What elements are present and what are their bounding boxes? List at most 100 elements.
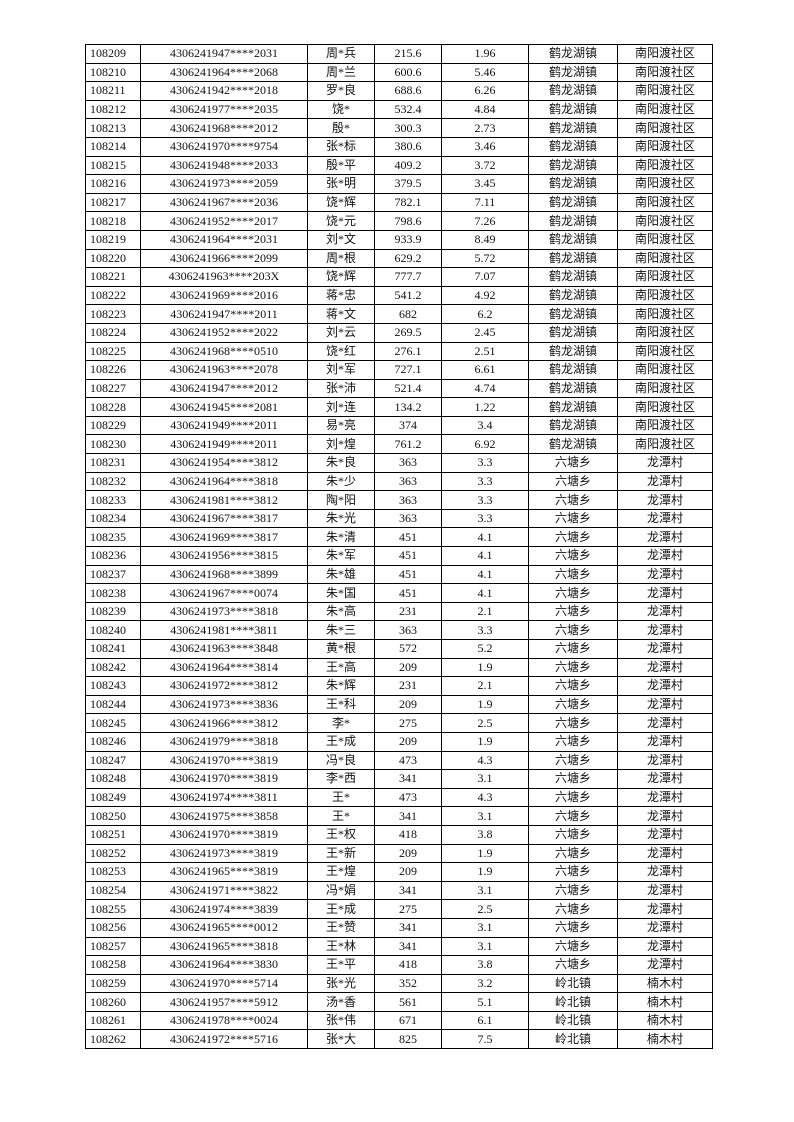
- town-cell: 六塘乡: [528, 880, 618, 901]
- row-id-cell: 108212: [85, 99, 141, 120]
- town-cell: 六塘乡: [528, 769, 618, 789]
- id-number-cell: 4306241966****3812: [140, 713, 308, 733]
- village-cell: 龙潭村: [617, 880, 713, 901]
- name-cell: 饶*红: [307, 341, 375, 362]
- value-cell: 7.11: [441, 192, 529, 213]
- name-cell: 朱*清: [307, 527, 375, 548]
- name-cell: 冯*娟: [307, 880, 375, 901]
- id-number-cell: 4306241970****3819: [140, 750, 308, 771]
- table-row: 108248 4306241970****3819 李*西 341 3.1 六塘乡 龙潭村: [85, 769, 713, 789]
- row-id-cell: 108244: [85, 694, 141, 715]
- amount-cell: 473: [374, 750, 442, 771]
- town-cell: 六塘乡: [528, 620, 618, 640]
- village-cell: 龙潭村: [617, 527, 713, 548]
- town-cell: 六塘乡: [528, 806, 618, 826]
- name-cell: 朱*国: [307, 583, 375, 603]
- table-row: 108234 4306241967****3817 朱*光 363 3.3 六塘乡 龙潭村: [85, 508, 713, 529]
- town-cell: 六塘乡: [528, 508, 618, 529]
- name-cell: 殷*平: [307, 155, 375, 176]
- value-cell: 8.49: [441, 229, 529, 250]
- table-row: 108256 4306241965****0012 王*赞 341 3.1 六塘乡 龙潭村: [85, 917, 713, 938]
- name-cell: 王*成: [307, 731, 375, 752]
- id-number-cell: 4306241970****3819: [140, 769, 308, 789]
- name-cell: 王*高: [307, 657, 375, 678]
- row-id-cell: 108225: [85, 341, 141, 362]
- value-cell: 3.3: [441, 471, 529, 492]
- row-id-cell: 108228: [85, 397, 141, 417]
- amount-cell: 671: [374, 1010, 442, 1031]
- village-cell: 南阳渡社区: [617, 360, 713, 380]
- id-number-cell: 4306241964****3830: [140, 955, 308, 975]
- village-cell: 南阳渡社区: [617, 136, 713, 157]
- town-cell: 鹤龙湖镇: [528, 118, 618, 138]
- table-row: 108229 4306241949****2011 易*亮 374 3.4 鹤龙湖镇 南阳渡…: [85, 415, 713, 436]
- amount-cell: 451: [374, 583, 442, 603]
- table-row: 108222 4306241969****2016 蒋*忠 541.2 4.92 鹤龙湖镇…: [85, 285, 713, 306]
- town-cell: 六塘乡: [528, 917, 618, 938]
- row-id-cell: 108251: [85, 824, 141, 845]
- village-cell: 龙潭村: [617, 546, 713, 566]
- row-id-cell: 108216: [85, 174, 141, 194]
- table-row: 108214 4306241970****9754 张*标 380.6 3.46 鹤龙湖镇…: [85, 136, 713, 157]
- amount-cell: 341: [374, 917, 442, 938]
- village-cell: 南阳渡社区: [617, 44, 713, 64]
- row-id-cell: 108226: [85, 360, 141, 380]
- table-row: 108235 4306241969****3817 朱*清 451 4.1 六塘乡 龙潭村: [85, 527, 713, 548]
- id-number-cell: 4306241968****3899: [140, 564, 308, 585]
- name-cell: 朱*雄: [307, 564, 375, 585]
- row-id-cell: 108227: [85, 378, 141, 399]
- amount-cell: 782.1: [374, 192, 442, 213]
- village-cell: 南阳渡社区: [617, 174, 713, 194]
- value-cell: 7.5: [441, 1029, 529, 1050]
- village-cell: 龙潭村: [617, 657, 713, 678]
- town-cell: 六塘乡: [528, 843, 618, 864]
- village-cell: 楠木村: [617, 1029, 713, 1050]
- value-cell: 1.22: [441, 397, 529, 417]
- id-number-cell: 4306241963****2078: [140, 360, 308, 380]
- name-cell: 张*伟: [307, 1010, 375, 1031]
- table-row: 108221 4306241963****203X 饶*辉 777.7 7.07 鹤龙湖镇…: [85, 267, 713, 287]
- name-cell: 朱*三: [307, 620, 375, 640]
- table-row: 108211 4306241942****2018 罗*良 688.6 6.26 鹤龙湖镇…: [85, 81, 713, 101]
- row-id-cell: 108238: [85, 583, 141, 603]
- village-cell: 南阳渡社区: [617, 99, 713, 120]
- id-number-cell: 4306241947****2031: [140, 44, 308, 64]
- table-row: 108230 4306241949****2011 刘*煌 761.2 6.92 鹤龙湖镇…: [85, 434, 713, 455]
- village-cell: 龙潭村: [617, 453, 713, 473]
- village-cell: 南阳渡社区: [617, 229, 713, 250]
- amount-cell: 374: [374, 415, 442, 436]
- value-cell: 2.51: [441, 341, 529, 362]
- amount-cell: 209: [374, 843, 442, 864]
- table-row: 108255 4306241974****3839 王*成 275 2.5 六塘乡 龙潭村: [85, 899, 713, 919]
- table-row: 108231 4306241954****3812 朱*良 363 3.3 六塘乡 龙潭村: [85, 453, 713, 473]
- id-number-cell: 4306241969****2016: [140, 285, 308, 306]
- village-cell: 南阳渡社区: [617, 118, 713, 138]
- table-row: 108210 4306241964****2068 周*兰 600.6 5.46 鹤龙湖镇…: [85, 62, 713, 83]
- town-cell: 鹤龙湖镇: [528, 434, 618, 455]
- name-cell: 朱*高: [307, 601, 375, 622]
- amount-cell: 209: [374, 657, 442, 678]
- value-cell: 1.9: [441, 731, 529, 752]
- name-cell: 王*林: [307, 936, 375, 957]
- amount-cell: 600.6: [374, 62, 442, 83]
- amount-cell: 532.4: [374, 99, 442, 120]
- village-cell: 龙潭村: [617, 936, 713, 957]
- row-id-cell: 108250: [85, 806, 141, 826]
- value-cell: 3.1: [441, 769, 529, 789]
- row-id-cell: 108253: [85, 862, 141, 882]
- row-id-cell: 108211: [85, 81, 141, 101]
- town-cell: 鹤龙湖镇: [528, 44, 618, 64]
- table-row: 108240 4306241981****3811 朱*三 363 3.3 六塘乡 龙潭村: [85, 620, 713, 640]
- table-row: 108223 4306241947****2011 蒋*文 682 6.2 鹤龙湖镇 南阳渡…: [85, 304, 713, 324]
- value-cell: 3.4: [441, 415, 529, 436]
- table-row: 108224 4306241952****2022 刘*云 269.5 2.45 鹤龙湖镇…: [85, 322, 713, 343]
- village-cell: 龙潭村: [617, 620, 713, 640]
- amount-cell: 363: [374, 620, 442, 640]
- name-cell: 刘*文: [307, 229, 375, 250]
- table-row: 108218 4306241952****2017 饶*元 798.6 7.26 鹤龙湖镇…: [85, 211, 713, 231]
- row-id-cell: 108219: [85, 229, 141, 250]
- name-cell: 朱*良: [307, 453, 375, 473]
- id-number-cell: 4306241979****3818: [140, 731, 308, 752]
- amount-cell: 341: [374, 806, 442, 826]
- amount-cell: 231: [374, 601, 442, 622]
